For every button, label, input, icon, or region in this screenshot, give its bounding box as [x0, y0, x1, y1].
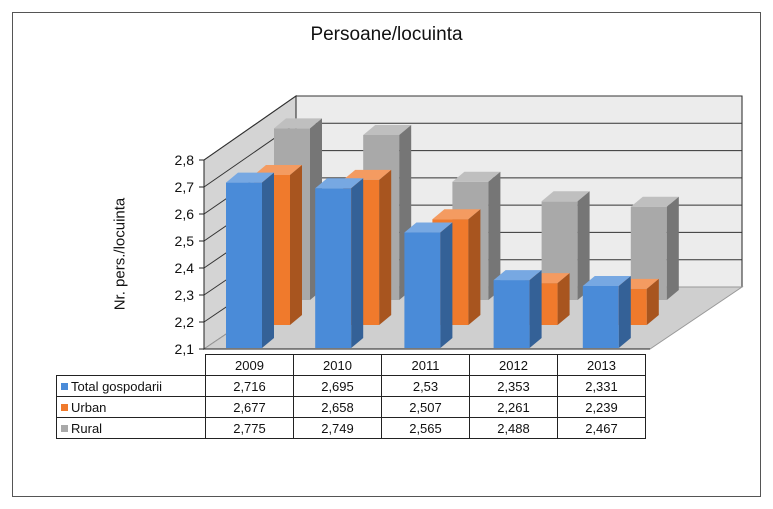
data-label: 2,353 [469, 375, 558, 397]
legend-entry-total: Total gospodarii [56, 375, 206, 397]
data-table-row-total: Total gospodarii 2,716 2,695 2,53 2,353 … [56, 375, 646, 397]
x-tick-label: 2013 [557, 354, 646, 376]
data-label: 2,488 [469, 417, 558, 439]
data-table-row-urban: Urban 2,677 2,658 2,507 2,261 2,239 [56, 396, 646, 418]
bar-side [440, 222, 453, 348]
bar-top [582, 276, 631, 286]
y-tick-label: 2,8 [175, 152, 195, 168]
data-label: 2,331 [557, 375, 646, 397]
series-name: Urban [71, 399, 107, 415]
data-label: 2,658 [293, 396, 382, 418]
y-tick-label: 2,7 [175, 179, 195, 195]
series-name: Total gospodarii [71, 378, 163, 394]
bar-top [493, 270, 542, 281]
bar-top [315, 178, 364, 189]
bar-side [468, 209, 481, 325]
bar-top [343, 169, 392, 180]
legend-swatch [61, 382, 68, 390]
data-label: 2,261 [469, 396, 558, 418]
bar-side [618, 276, 631, 348]
bar-top [452, 171, 501, 182]
y-tick-label: 2,1 [175, 341, 195, 357]
data-label: 2,53 [381, 375, 470, 397]
bar-side [666, 196, 679, 300]
bar-side [488, 171, 501, 300]
data-label: 2,467 [557, 417, 646, 439]
data-label: 2,565 [381, 417, 470, 439]
data-label: 2,507 [381, 396, 470, 418]
data-table: 2009 2010 2011 2012 2013 Total gospodari… [56, 354, 646, 439]
bar-top [274, 118, 322, 129]
bar [226, 182, 262, 348]
legend-entry-urban: Urban [56, 396, 206, 418]
bar-side [529, 270, 542, 348]
data-label: 2,775 [205, 417, 294, 439]
bar-side [577, 191, 590, 300]
x-tick-label: 2009 [205, 354, 294, 376]
series-name: Rural [71, 420, 103, 436]
bar-side [290, 165, 302, 325]
bar [404, 232, 441, 348]
bar-top [432, 209, 481, 220]
bar [315, 188, 352, 348]
data-table-row-rural: Rural 2,775 2,749 2,565 2,488 2,467 [56, 417, 646, 439]
bar-top [630, 196, 679, 207]
y-tick-label: 2,6 [175, 206, 195, 222]
y-tick-label: 2,4 [175, 260, 195, 276]
y-axis-label: Nr. pers./locuinta [111, 197, 129, 311]
legend-entry-rural: Rural [56, 417, 206, 439]
data-label: 2,695 [293, 375, 382, 397]
x-tick-label: 2012 [469, 354, 558, 376]
legend-swatch [61, 424, 68, 432]
y-tick-label: 2,5 [175, 233, 195, 249]
data-label: 2,716 [205, 375, 294, 397]
x-tick-label: 2010 [293, 354, 382, 376]
data-label: 2,239 [557, 396, 646, 418]
bar [493, 280, 530, 348]
bar-top [363, 125, 412, 135]
bar-side [646, 278, 659, 325]
x-tick-label: 2011 [381, 354, 470, 376]
data-label: 2,677 [205, 396, 294, 418]
data-label: 2,749 [293, 417, 382, 439]
bar-top [254, 165, 302, 175]
bar-side [351, 178, 364, 348]
bar-top [541, 191, 590, 202]
bar-side [262, 172, 274, 348]
chart-title: Persoane/locuinta [310, 24, 463, 45]
bar-top [404, 222, 453, 233]
bar-side [379, 169, 392, 325]
legend-swatch [61, 403, 68, 411]
gridline [203, 95, 297, 161]
bar-side [557, 273, 570, 325]
data-table-corner [57, 355, 206, 376]
y-tick-label: 2,2 [175, 314, 195, 330]
data-table-header-row: 2009 2010 2011 2012 2013 [57, 354, 646, 376]
y-tick-label: 2,3 [175, 287, 195, 303]
bar [582, 285, 619, 348]
bar-top [226, 172, 274, 183]
